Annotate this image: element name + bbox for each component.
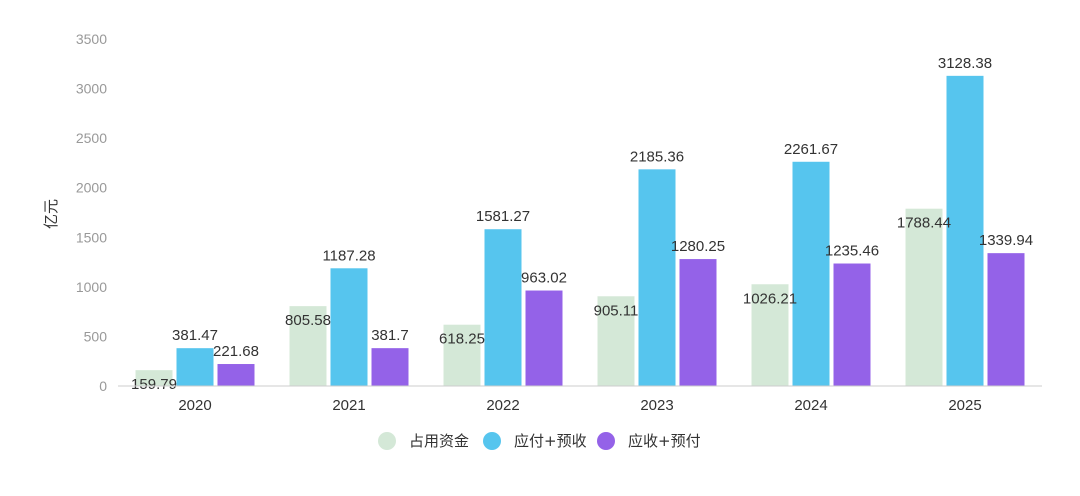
legend-marker <box>483 432 501 450</box>
data-label: 2185.36 <box>630 148 684 165</box>
bar-应收+预付-2023 <box>679 259 717 386</box>
data-label: 381.7 <box>371 327 409 344</box>
legend-label: 占用资金 <box>409 432 469 450</box>
data-label: 805.58 <box>285 312 331 329</box>
bar-应付+预收-2025 <box>946 75 984 386</box>
legend-item[interactable]: 应收+预付 <box>597 432 701 450</box>
legend-marker <box>597 432 615 450</box>
data-label: 963.02 <box>521 270 567 287</box>
bar-占用资金-2024 <box>751 284 789 386</box>
bar-应收+预付-2022 <box>525 290 563 386</box>
x-tick-label: 2023 <box>640 397 673 414</box>
x-tick-label: 2024 <box>794 397 827 414</box>
y-tick-label: 0 <box>99 378 107 394</box>
data-label: 1788.44 <box>897 215 951 232</box>
bar-应收+预付-2021 <box>371 348 409 386</box>
bar-应付+预收-2020 <box>176 348 214 386</box>
bar-应收+预付-2024 <box>833 263 871 386</box>
data-label: 1581.27 <box>476 208 530 225</box>
data-label: 2261.67 <box>784 141 838 158</box>
bar-占用资金-2020 <box>135 370 173 386</box>
bar-应付+预收-2022 <box>484 229 522 386</box>
y-tick-label: 3500 <box>76 31 107 47</box>
legend-label: 应收+预付 <box>628 432 701 450</box>
x-tick-label: 2022 <box>486 397 519 414</box>
y-tick-label: 1000 <box>76 279 107 295</box>
data-label: 159.79 <box>131 376 177 393</box>
data-label: 381.47 <box>172 327 218 344</box>
y-tick-label: 2500 <box>76 130 107 146</box>
data-label: 1339.94 <box>979 232 1033 249</box>
bar-占用资金-2025 <box>905 208 943 386</box>
data-label: 618.25 <box>439 331 485 348</box>
data-label: 1235.46 <box>825 243 879 260</box>
data-label: 1280.25 <box>671 238 725 255</box>
x-tick-label: 2025 <box>948 397 981 414</box>
bar-占用资金-2021 <box>289 306 327 386</box>
legend-item[interactable]: 应付+预收 <box>483 432 587 450</box>
bar-应付+预收-2023 <box>638 169 676 386</box>
data-label: 1187.28 <box>322 247 375 264</box>
bar-应付+预收-2024 <box>792 161 830 386</box>
bar-应收+预付-2025 <box>987 253 1025 386</box>
x-tick-label: 2020 <box>178 397 211 414</box>
bar-占用资金-2022 <box>443 324 481 386</box>
y-tick-label: 500 <box>84 328 108 344</box>
bar-占用资金-2023 <box>597 296 635 386</box>
legend-item[interactable]: 占用资金 <box>378 432 469 450</box>
bar-应收+预付-2020 <box>217 364 255 386</box>
y-tick-label: 3000 <box>76 81 107 97</box>
x-tick-label: 2021 <box>332 397 365 414</box>
y-axis-title: 亿元 <box>42 199 60 229</box>
data-label: 905.11 <box>594 302 639 319</box>
legend-marker <box>378 432 396 450</box>
legend-label: 应付+预收 <box>514 432 587 450</box>
bar-应付+预收-2021 <box>330 268 368 386</box>
data-label: 3128.38 <box>938 55 992 72</box>
y-tick-label: 1500 <box>76 229 107 245</box>
data-label: 221.68 <box>213 343 259 360</box>
y-tick-label: 2000 <box>76 180 107 196</box>
data-label: 1026.21 <box>743 290 797 307</box>
